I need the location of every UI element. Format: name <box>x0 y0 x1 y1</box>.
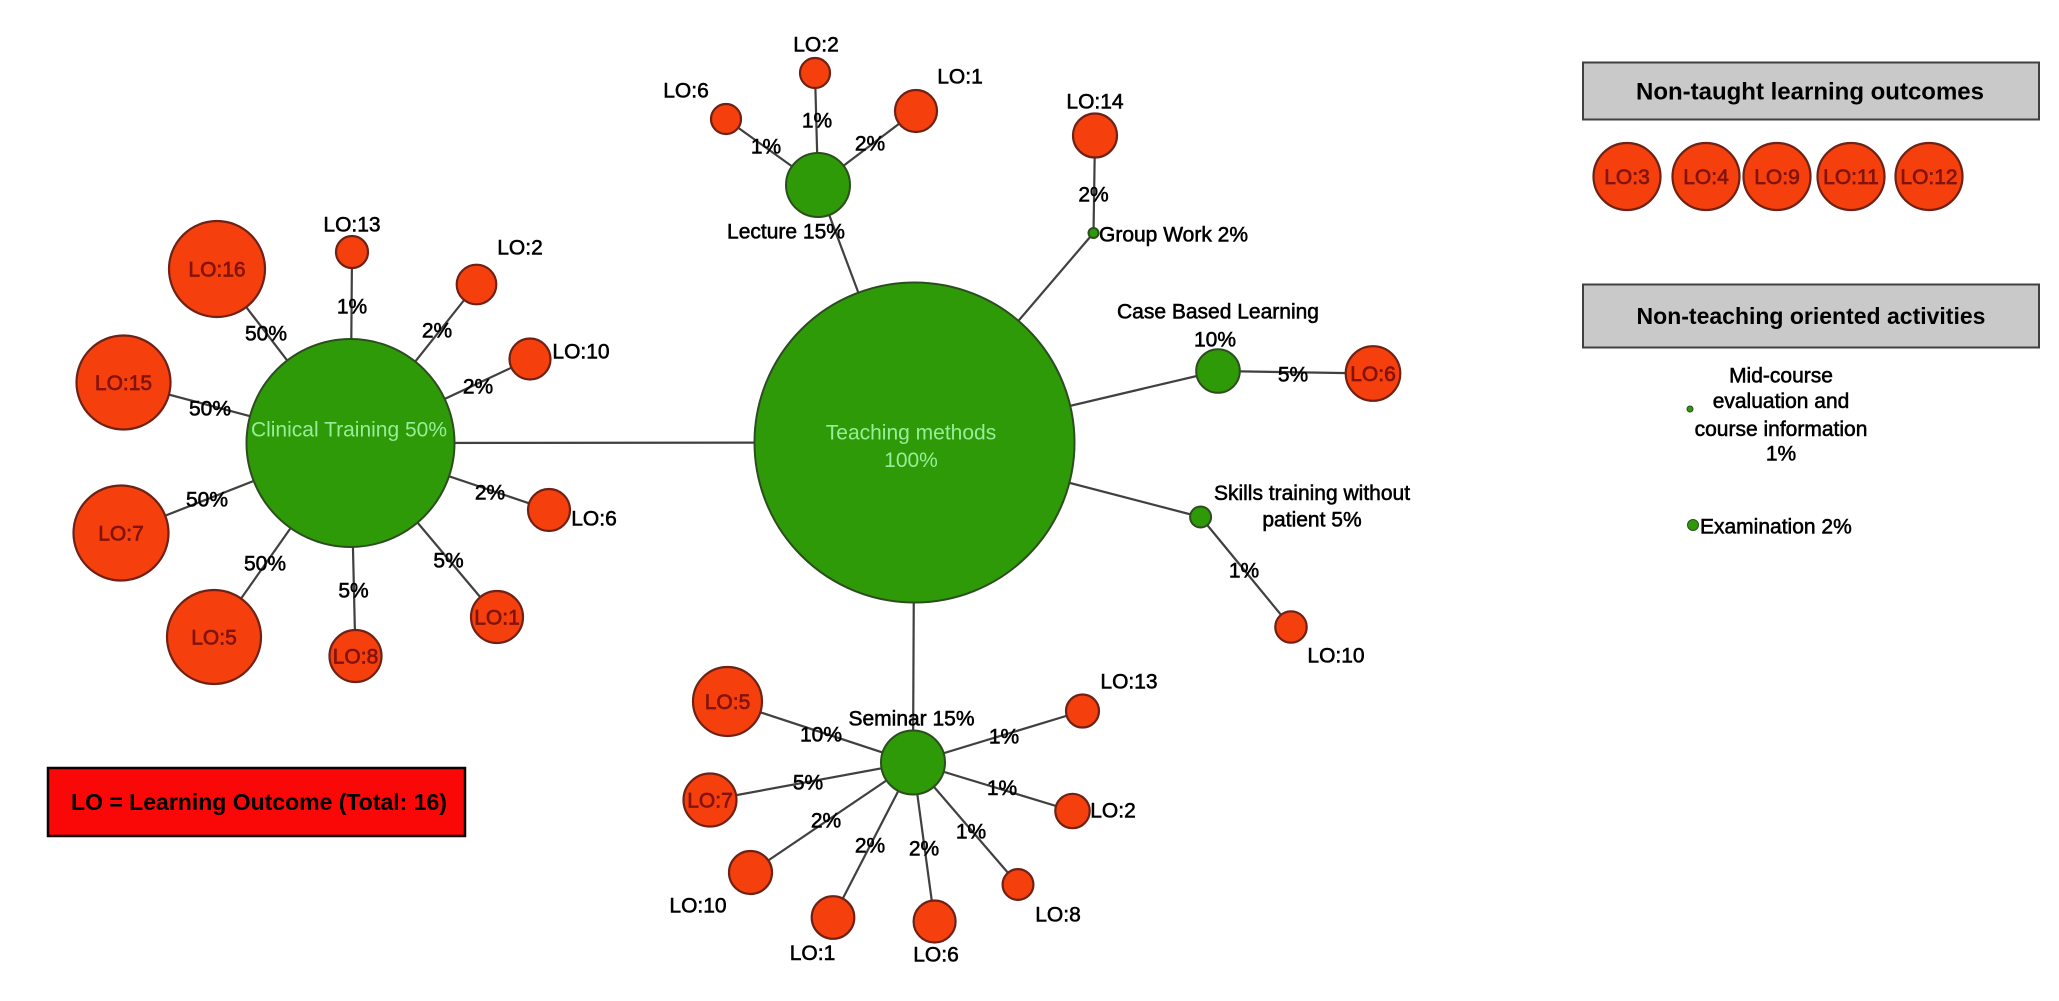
svg-text:LO:12: LO:12 <box>1900 166 1957 189</box>
svg-text:50%: 50% <box>245 323 287 346</box>
svg-text:2%: 2% <box>1078 184 1108 207</box>
svg-text:LO:5: LO:5 <box>191 627 237 650</box>
svg-text:LO:8: LO:8 <box>1035 904 1081 927</box>
svg-text:LO:1: LO:1 <box>937 66 983 89</box>
svg-text:LO:2: LO:2 <box>793 34 839 57</box>
svg-text:LO:13: LO:13 <box>1100 671 1157 694</box>
svg-text:1%: 1% <box>1766 443 1796 466</box>
svg-text:100%: 100% <box>884 449 938 472</box>
svg-text:LO:9: LO:9 <box>1754 166 1800 189</box>
svg-text:1%: 1% <box>802 110 832 133</box>
svg-text:50%: 50% <box>186 489 228 512</box>
svg-text:10%: 10% <box>1194 329 1236 352</box>
svg-text:Skills training without: Skills training without <box>1214 482 1410 505</box>
svg-text:50%: 50% <box>244 553 286 576</box>
svg-text:LO:10: LO:10 <box>669 895 726 918</box>
svg-text:5%: 5% <box>793 772 823 795</box>
svg-text:1%: 1% <box>987 777 1017 800</box>
svg-text:course information: course information <box>1695 418 1868 441</box>
svg-text:LO:1: LO:1 <box>790 942 836 965</box>
svg-text:LO:16: LO:16 <box>188 259 245 282</box>
svg-text:LO:14: LO:14 <box>1066 91 1124 114</box>
svg-text:LO:15: LO:15 <box>95 372 152 395</box>
svg-text:evaluation and: evaluation and <box>1713 390 1850 413</box>
svg-text:LO:10: LO:10 <box>552 341 609 364</box>
svg-text:LO:6: LO:6 <box>571 508 617 531</box>
svg-text:2%: 2% <box>811 810 841 833</box>
svg-text:LO:5: LO:5 <box>705 691 751 714</box>
svg-text:LO:6: LO:6 <box>663 80 709 103</box>
svg-text:LO:7: LO:7 <box>687 790 733 813</box>
svg-text:5%: 5% <box>1278 364 1308 387</box>
svg-text:LO = Learning Outcome (Total:: LO = Learning Outcome (Total: 16) <box>71 789 447 815</box>
svg-text:1%: 1% <box>1229 560 1259 583</box>
svg-text:LO:8: LO:8 <box>333 646 379 669</box>
svg-text:1%: 1% <box>989 726 1019 749</box>
svg-text:Case Based Learning: Case Based Learning <box>1117 301 1319 324</box>
svg-text:2%: 2% <box>463 376 493 399</box>
svg-text:2%: 2% <box>855 133 885 156</box>
svg-text:Non-taught learning outcomes: Non-taught learning outcomes <box>1636 79 1984 106</box>
svg-text:Seminar 15%: Seminar 15% <box>848 708 974 731</box>
svg-text:1%: 1% <box>751 136 781 159</box>
svg-text:5%: 5% <box>338 580 368 603</box>
svg-text:2%: 2% <box>422 320 452 343</box>
svg-text:2%: 2% <box>855 835 885 858</box>
svg-text:Clinical Training 50%: Clinical Training 50% <box>251 419 447 442</box>
svg-text:Lecture 15%: Lecture 15% <box>727 221 845 244</box>
svg-text:5%: 5% <box>433 550 463 573</box>
svg-text:LO:1: LO:1 <box>474 607 520 630</box>
svg-text:Group Work 2%: Group Work 2% <box>1099 224 1248 247</box>
svg-text:Non-teaching oriented activiti: Non-teaching oriented activities <box>1637 303 1986 329</box>
svg-text:1%: 1% <box>337 296 367 319</box>
svg-text:LO:2: LO:2 <box>1090 800 1136 823</box>
svg-text:50%: 50% <box>189 398 231 421</box>
svg-text:2%: 2% <box>909 838 939 861</box>
svg-text:patient 5%: patient 5% <box>1262 509 1361 532</box>
svg-text:10%: 10% <box>800 724 842 747</box>
svg-text:Mid-course: Mid-course <box>1729 365 1833 388</box>
svg-text:LO:10: LO:10 <box>1307 645 1364 668</box>
svg-text:2%: 2% <box>475 482 505 505</box>
svg-text:LO:6: LO:6 <box>913 944 959 967</box>
svg-text:Teaching methods: Teaching methods <box>826 422 996 445</box>
svg-text:LO:3: LO:3 <box>1604 166 1650 189</box>
svg-text:LO:13: LO:13 <box>323 214 380 237</box>
svg-text:Examination 2%: Examination 2% <box>1700 516 1852 539</box>
svg-text:LO:6: LO:6 <box>1350 363 1396 386</box>
svg-text:1%: 1% <box>956 821 986 844</box>
svg-text:LO:4: LO:4 <box>1683 166 1729 189</box>
svg-text:LO:11: LO:11 <box>1823 166 1879 189</box>
svg-text:LO:7: LO:7 <box>98 523 144 546</box>
svg-text:LO:2: LO:2 <box>497 237 543 260</box>
